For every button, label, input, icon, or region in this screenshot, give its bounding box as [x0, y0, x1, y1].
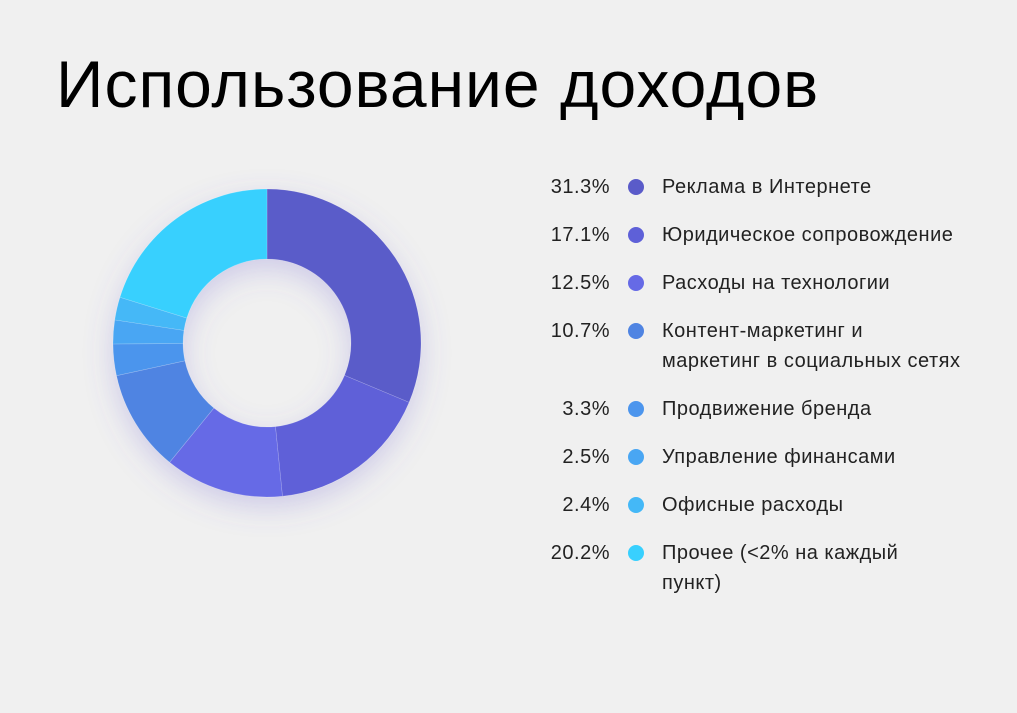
legend-percent: 12.5%	[550, 272, 610, 294]
legend-label: Контент-маркетинг и маркетинг в социальн…	[662, 320, 961, 372]
legend-percent: 31.3%	[550, 176, 610, 198]
legend-item: 20.2% Прочее (<2% на каждый пункт)	[520, 538, 990, 598]
legend-color-dot	[628, 323, 644, 339]
legend-color-dot	[628, 401, 644, 417]
legend-color-dot	[628, 449, 644, 465]
donut-slice	[266, 188, 422, 403]
legend-percent: 2.4%	[562, 494, 610, 516]
legend-item: 31.3% Реклама в Интернете	[520, 172, 990, 202]
legend-percent: 17.1%	[550, 224, 610, 246]
legend-label: Продвижение бренда	[662, 398, 872, 420]
donut-chart	[112, 188, 422, 498]
legend-item: 17.1% Юридическое сопровождение	[520, 220, 990, 250]
legend-item: 3.3% Продвижение бренда	[520, 394, 990, 424]
legend-percent: 10.7%	[550, 320, 610, 342]
legend-color-dot	[628, 545, 644, 561]
legend-color-dot	[628, 227, 644, 243]
chart-title: Использование доходов	[56, 47, 820, 121]
legend-label: Юридическое сопровождение	[662, 224, 954, 246]
legend-item: 10.7% Контент-маркетинг и маркетинг в соц…	[520, 316, 990, 376]
donut-slice	[119, 188, 268, 319]
legend: 31.3% Реклама в Интернете 17.1% Юридическое…	[520, 172, 990, 616]
legend-item: 2.5% Управление финансами	[520, 442, 990, 472]
legend-label: Офисные расходы	[662, 494, 844, 516]
legend-label: Управление финансами	[662, 446, 896, 468]
legend-color-dot	[628, 275, 644, 291]
legend-item: 2.4% Офисные расходы	[520, 490, 990, 520]
legend-percent: 2.5%	[562, 446, 610, 468]
legend-percent: 3.3%	[562, 398, 610, 420]
legend-item: 12.5% Расходы на технологии	[520, 268, 990, 298]
legend-color-dot	[628, 497, 644, 513]
legend-color-dot	[628, 179, 644, 195]
legend-label: Реклама в Интернете	[662, 176, 872, 198]
legend-label: Прочее (<2% на каждый пункт)	[662, 542, 899, 594]
legend-percent: 20.2%	[550, 542, 610, 564]
legend-label: Расходы на технологии	[662, 272, 891, 294]
